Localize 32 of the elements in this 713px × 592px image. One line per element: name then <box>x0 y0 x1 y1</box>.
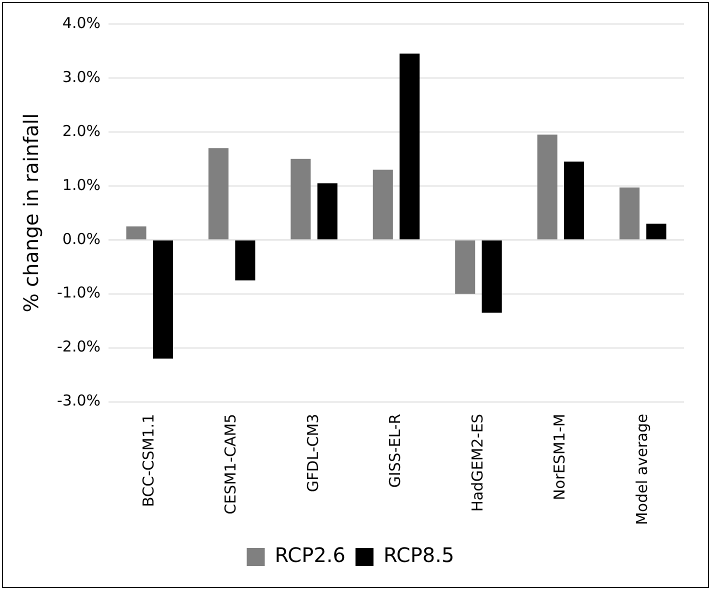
x-tick-label: BCC-CSM1.1 <box>140 414 158 507</box>
bar <box>620 188 640 240</box>
bar <box>126 226 146 240</box>
bar <box>152 240 174 359</box>
y-tick-label: 3.0% <box>62 68 101 86</box>
legend-label: RCP2.6 <box>274 543 346 568</box>
y-tick-label: -3.0% <box>56 392 101 410</box>
x-tick-label: Model average <box>632 414 651 526</box>
x-tick-label: GFDL-CM3 <box>304 414 322 492</box>
bar <box>455 240 476 294</box>
bar <box>372 170 393 240</box>
x-tick-label: GISS-EL-R <box>386 414 404 488</box>
bar <box>646 224 666 240</box>
y-tick-label: -1.0% <box>56 284 101 302</box>
bar <box>482 240 502 313</box>
bar <box>400 54 420 240</box>
bar <box>537 134 558 240</box>
bar <box>564 162 584 240</box>
y-tick-label: 2.0% <box>62 122 101 140</box>
bar <box>317 183 338 240</box>
legend-label: RCP8.5 <box>384 543 454 568</box>
x-tick-label: CESM1-CAM5 <box>222 414 240 514</box>
y-tick-label: 0.0% <box>62 230 101 248</box>
bar <box>208 148 228 240</box>
y-tick-label: -2.0% <box>56 338 101 356</box>
y-tick-label: 1.0% <box>62 176 101 194</box>
x-tick-label: NorESM1-M <box>550 414 569 500</box>
y-tick-label: 4.0% <box>62 14 101 32</box>
bar <box>290 158 311 240</box>
bar <box>235 240 256 280</box>
y-axis-title: % change in rainfall <box>19 113 44 312</box>
x-tick-label: HadGEM2-ES <box>468 414 486 512</box>
